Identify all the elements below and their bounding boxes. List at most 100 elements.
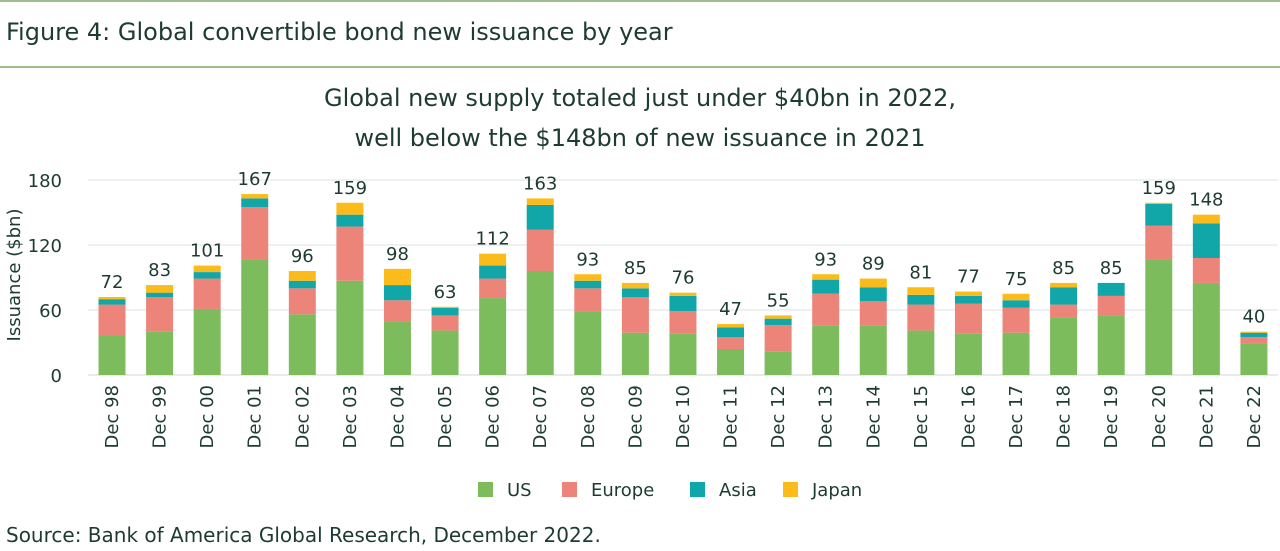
x-tick-label: Dec 08	[578, 385, 599, 448]
x-tick-label: Dec 11	[721, 385, 742, 448]
bar-asia-segment	[812, 279, 840, 294]
bar-japan-segment	[621, 282, 649, 289]
total-label: 167	[238, 169, 272, 190]
bar-europe-segment	[907, 304, 935, 331]
legend-swatch-europe	[562, 482, 577, 497]
bar-us-segment	[526, 271, 554, 375]
x-tick-label: Dec 03	[340, 385, 361, 448]
x-tick-label: Dec 10	[673, 385, 694, 448]
bar-europe-segment	[241, 207, 269, 260]
bar-us-segment	[621, 332, 649, 375]
x-tick-label: Dec 99	[150, 385, 171, 448]
source-note: Source: Bank of America Global Research,…	[6, 523, 601, 547]
x-tick-label: Dec 05	[435, 385, 456, 448]
x-tick-label: Dec 09	[625, 385, 646, 448]
bar-europe-segment	[1050, 304, 1078, 318]
bar-japan-segment	[954, 291, 982, 296]
stacked-bar-chart: 0 60 120 180 Issuance ($bn) 72 83 101 167 96 159…	[4, 169, 1278, 501]
bar-japan-segment	[1050, 282, 1078, 288]
y-tick-label: 120	[28, 236, 62, 257]
total-label: 96	[291, 246, 314, 267]
bar-asia-segment	[288, 280, 316, 289]
bar-asia-segment	[98, 299, 126, 305]
x-tick-label: Dec 16	[958, 385, 979, 448]
bar-europe-segment	[288, 288, 316, 315]
total-label: 93	[814, 249, 837, 270]
total-label: 76	[672, 268, 695, 289]
bar-japan-segment	[1002, 293, 1030, 301]
bar-us-segment	[574, 311, 602, 375]
bar-europe-segment	[336, 226, 364, 281]
top-rule	[0, 0, 1280, 2]
bar-asia-segment	[907, 294, 935, 305]
bar-europe-segment	[954, 303, 982, 334]
bar-europe-segment	[1240, 337, 1268, 344]
bar-japan-segment	[336, 202, 364, 215]
y-axis: 0 60 120 180	[28, 171, 62, 387]
total-label: 85	[1052, 258, 1075, 279]
x-tick-label: Dec 12	[768, 385, 789, 448]
bar-japan-segment	[764, 315, 792, 319]
bar-japan-segment	[146, 285, 174, 293]
bar-us-segment	[717, 349, 745, 375]
x-tick-label: Dec 98	[102, 385, 123, 448]
total-label: 85	[624, 258, 647, 279]
total-label: 72	[101, 272, 124, 293]
bar-asia-segment	[1240, 332, 1268, 338]
legend-label-asia: Asia	[719, 480, 757, 501]
legend-label-europe: Europe	[591, 480, 654, 501]
bar-asia-segment	[1002, 300, 1030, 308]
bar-asia-segment	[479, 265, 507, 279]
total-label: 77	[957, 267, 980, 288]
bar-japan-segment	[1145, 202, 1173, 204]
bar-japan-segment	[859, 278, 887, 288]
bar-japan-segment	[1240, 331, 1268, 333]
bar-japan-segment	[812, 274, 840, 280]
x-tick-label: Dec 22	[1244, 385, 1265, 448]
bar-asia-segment	[717, 327, 745, 338]
bar-japan-segment	[193, 265, 221, 273]
legend-swatch-asia	[690, 482, 705, 497]
x-tick-label: Dec 13	[816, 385, 837, 448]
x-tick-label: Dec 02	[292, 385, 313, 448]
bar-asia-segment	[764, 318, 792, 326]
bar-us-segment	[383, 321, 411, 375]
bar-europe-segment	[574, 288, 602, 312]
x-tick-label: Dec 04	[387, 385, 408, 448]
title-rule	[0, 66, 1280, 68]
bar-japan-segment	[669, 292, 697, 296]
bar-europe-segment	[193, 278, 221, 309]
bar-us-segment	[288, 314, 316, 375]
legend-swatch-us	[478, 482, 493, 497]
bar-europe-segment	[669, 311, 697, 334]
bar-us-segment	[764, 351, 792, 375]
total-label: 159	[1142, 178, 1176, 199]
total-label: 83	[148, 260, 171, 281]
x-tick-label: Dec 07	[530, 385, 551, 448]
bar-europe-segment	[1097, 295, 1125, 316]
bar-europe-segment	[1192, 258, 1220, 283]
bar-japan-segment	[479, 253, 507, 266]
bar-europe-segment	[717, 337, 745, 349]
bar-europe-segment	[479, 278, 507, 299]
total-label: 75	[1005, 269, 1028, 290]
y-tick-label: 0	[51, 366, 62, 387]
bar-asia-segment	[1145, 203, 1173, 226]
bar-asia-segment	[1192, 223, 1220, 258]
bar-japan-segment	[526, 198, 554, 205]
bar-europe-segment	[146, 297, 174, 332]
bar-europe-segment	[859, 301, 887, 326]
bar-europe-segment	[764, 325, 792, 352]
total-label: 163	[523, 173, 557, 194]
bar-asia-segment	[336, 214, 364, 227]
total-label: 93	[576, 249, 599, 270]
bar-asia-segment	[859, 287, 887, 302]
bar-europe-segment	[812, 293, 840, 326]
bar-us-segment	[479, 298, 507, 375]
figure-title: Figure 4: Global convertible bond new is…	[6, 18, 673, 46]
total-label: 55	[767, 290, 790, 311]
total-label: 40	[1242, 307, 1265, 328]
total-label: 112	[475, 229, 509, 250]
bars	[98, 194, 1268, 375]
y-axis-label: Issuance ($bn)	[4, 209, 25, 342]
